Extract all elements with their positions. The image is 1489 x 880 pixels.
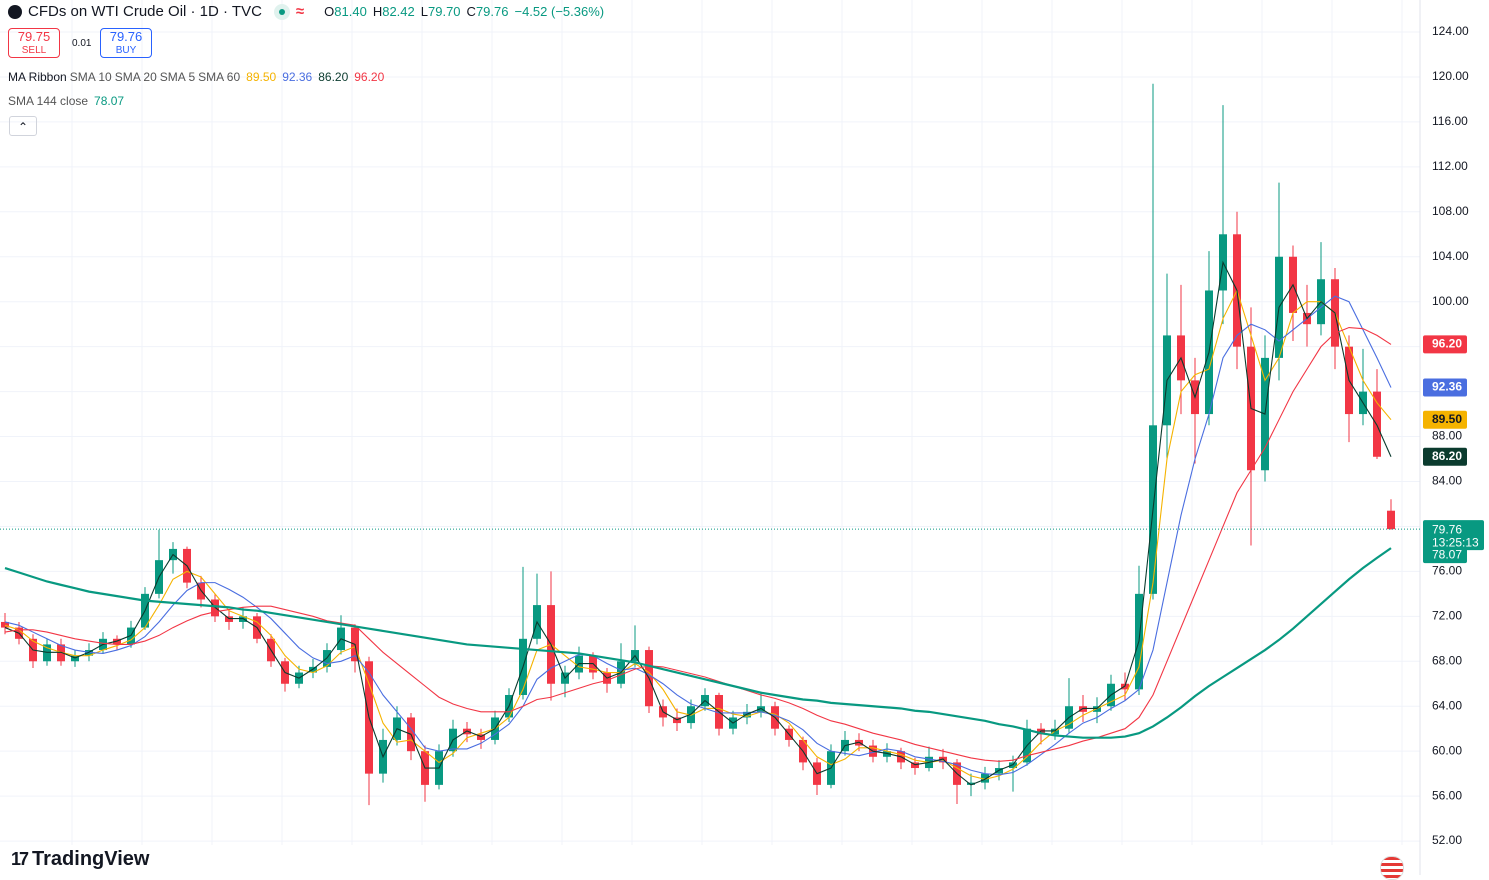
y-tick-label: 72.00 — [1432, 609, 1462, 623]
ribbon-title: MA Ribbon — [8, 70, 67, 84]
y-tick-label: 68.00 — [1432, 653, 1462, 667]
ma-line — [4, 547, 1392, 739]
price-tag — [1423, 335, 1467, 354]
candle-body — [1, 621, 9, 628]
ohlc-open: O81.40 — [324, 4, 367, 19]
candle-body — [1373, 391, 1381, 457]
price-tag — [1423, 447, 1467, 466]
symbol-title[interactable]: CFDs on WTI Crude Oil · 1D · TVC — [28, 3, 262, 20]
buy-button[interactable]: 79.76 BUY — [100, 28, 152, 58]
legend-value: 78.07 — [94, 94, 125, 108]
label: H — [372, 4, 383, 19]
price-tag-label: 86.20 — [1432, 449, 1462, 463]
price-tag — [1423, 547, 1467, 564]
ohlc-close: C79.76 — [467, 4, 509, 19]
y-tick-label: 84.00 — [1432, 474, 1462, 488]
candle-body — [225, 616, 233, 622]
value: 79.76 — [475, 4, 509, 19]
y-tick-label: 56.00 — [1432, 788, 1462, 802]
y-tick-label: 124.00 — [1432, 24, 1469, 38]
header: CFDs on WTI Crude Oil · 1D · TVC ≈ O81.4… — [8, 3, 604, 20]
candle-body — [43, 644, 51, 662]
legend-name: SMA 10 — [69, 70, 112, 84]
value: 82.42 — [382, 4, 415, 19]
ohlc: O81.40 H82.42 L79.70 C79.76 −4.52 (−5.36… — [324, 4, 604, 19]
flag-icon[interactable] — [1380, 856, 1404, 880]
ma-line — [4, 295, 1392, 776]
sell-label: SELL — [21, 45, 47, 56]
y-tick-label: 104.00 — [1432, 249, 1469, 263]
current-price-tag — [1423, 520, 1484, 551]
change: −4.52 (−5.36%) — [514, 4, 605, 19]
current-price-label: 79.76 — [1432, 522, 1462, 536]
legend-name: SMA 144 close — [8, 94, 89, 108]
sma-legend[interactable]: SMA 144 close 78.07 — [8, 94, 124, 108]
legend-value: 86.20 — [318, 70, 349, 84]
wave-icon: ≈ — [295, 3, 305, 20]
y-tick-label: 76.00 — [1432, 564, 1462, 578]
legend-name: SMA 20 — [114, 70, 157, 84]
candle-body — [1387, 510, 1395, 530]
price-tag-label: 96.20 — [1432, 337, 1462, 351]
y-tick-label: 120.00 — [1432, 69, 1469, 83]
y-tick-label: 116.00 — [1432, 114, 1468, 128]
ma-line — [4, 326, 1392, 762]
sell-button[interactable]: 79.75 SELL — [8, 28, 60, 58]
brand-name: TradingView — [32, 848, 150, 870]
buy-price: 79.76 — [109, 29, 143, 44]
value: 81.40 — [334, 4, 367, 19]
brand: 17 TradingView — [11, 848, 149, 871]
ma-line — [4, 260, 1392, 786]
y-tick-label: 88.00 — [1432, 429, 1462, 443]
candle-body — [911, 762, 919, 769]
status-dot — [273, 3, 290, 20]
buy-label: BUY — [115, 45, 137, 56]
ma-line — [4, 288, 1392, 780]
price-tag-label: 92.36 — [1432, 380, 1462, 394]
legend-value: 96.20 — [354, 70, 385, 84]
label: O — [324, 4, 335, 19]
sell-price: 79.75 — [17, 29, 51, 44]
legend-name: SMA 60 — [198, 70, 241, 84]
ohlc-low: L79.70 — [421, 4, 461, 19]
label: C — [466, 4, 476, 19]
brand-icon: 17 — [11, 849, 29, 869]
ribbon-legend[interactable]: MA Ribbon SMA 10 SMA 20 SMA 5 SMA 60 89.… — [8, 70, 384, 84]
symbol-icon — [8, 4, 22, 19]
price-tag — [1423, 410, 1467, 429]
y-tick-label: 100.00 — [1432, 294, 1469, 308]
ohlc-high: H82.42 — [373, 4, 415, 19]
y-tick-label: 112.00 — [1432, 159, 1468, 173]
y-tick-label: 64.00 — [1432, 698, 1462, 712]
countdown: 13:25:13 — [1432, 535, 1479, 549]
legend-name: SMA 5 — [159, 70, 196, 84]
y-tick-label: 108.00 — [1432, 204, 1469, 218]
y-tick-label: 52.00 — [1432, 833, 1462, 847]
price-tag — [1423, 378, 1467, 397]
price-tag-label: 89.50 — [1432, 412, 1462, 426]
collapse-button[interactable]: ⌃ — [9, 116, 37, 136]
spread: 0.01 — [72, 38, 92, 49]
price-tag-label: 78.07 — [1432, 547, 1462, 561]
label: L — [420, 4, 428, 19]
value: 79.70 — [428, 4, 461, 19]
legend-value: 89.50 — [246, 70, 277, 84]
candle-body — [981, 773, 989, 783]
legend-value: 92.36 — [282, 70, 313, 84]
y-tick-label: 60.00 — [1432, 743, 1462, 757]
candle-body — [967, 782, 975, 785]
